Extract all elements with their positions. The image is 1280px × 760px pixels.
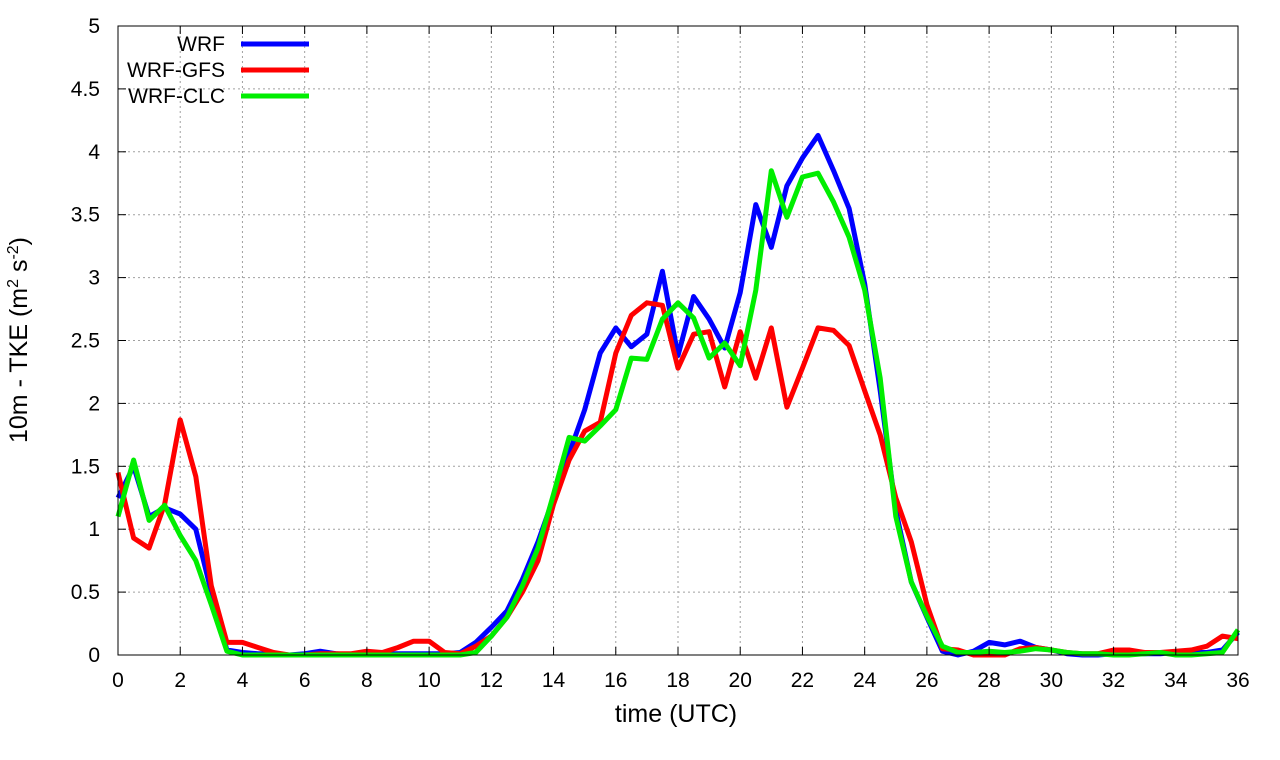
y-axis-title-exp1: 2 (5, 279, 22, 288)
x-tick-label: 22 (791, 669, 814, 692)
y-axis-title: 10m - TKE (m2 s-2) (5, 237, 33, 443)
x-tick-label: 36 (1226, 669, 1249, 692)
y-axis-title-mid: s (5, 260, 33, 279)
axis-ticks (117, 25, 1239, 656)
x-tick-label: 18 (666, 669, 689, 692)
x-tick-label: 6 (299, 669, 311, 692)
legend-label-wrf-clc: WRF-CLC (128, 85, 225, 108)
x-tick-label: 2 (174, 669, 186, 692)
x-tick-label: 12 (480, 669, 503, 692)
legend-label-wrf: WRF (177, 33, 225, 56)
y-tick-label: 2 (88, 392, 100, 415)
y-tick-label: 3 (88, 267, 100, 290)
x-tick-label: 30 (1040, 669, 1063, 692)
x-tick-label: 24 (853, 669, 877, 692)
grid (118, 26, 1238, 655)
x-tick-label: 34 (1164, 669, 1188, 692)
x-tick-label: 8 (361, 669, 373, 692)
x-tick-label: 4 (237, 669, 249, 692)
legend-label-wrf-gfs: WRF-GFS (127, 59, 225, 82)
x-tick-label: 20 (729, 669, 752, 692)
y-tick-label: 1.5 (71, 455, 100, 478)
y-tick-label: 4 (88, 141, 100, 164)
y-tick-label: 3.5 (71, 204, 100, 227)
y-tick-label: 5 (88, 15, 100, 38)
x-tick-labels: 0 2 4 6 8 10 12 14 16 18 20 22 24 26 28 30 32 34 36 (112, 669, 1250, 692)
x-tick-label: 16 (604, 669, 627, 692)
x-axis-title: time (UTC) (615, 700, 737, 728)
x-tick-label: 10 (417, 669, 440, 692)
y-tick-label: 4.5 (71, 78, 100, 101)
y-axis-title-end: ) (5, 237, 33, 245)
y-tick-labels: 0 0.5 1 1.5 2 2.5 3 3.5 4 4.5 5 (71, 15, 101, 667)
y-axis-title-exp2: -2 (5, 245, 22, 259)
x-tick-label: 26 (915, 669, 938, 692)
y-tick-label: 1 (88, 518, 100, 541)
y-tick-label: 0.5 (71, 581, 100, 604)
x-tick-label: 28 (977, 669, 1000, 692)
legend: WRF WRF-GFS WRF-CLC (127, 33, 309, 108)
y-tick-label: 0 (88, 644, 100, 667)
x-tick-label: 0 (112, 669, 124, 692)
x-tick-label: 14 (542, 669, 566, 692)
y-axis-title-main: 10m - TKE (m (5, 288, 33, 443)
y-tick-label: 2.5 (71, 330, 100, 353)
x-tick-label: 32 (1102, 669, 1125, 692)
